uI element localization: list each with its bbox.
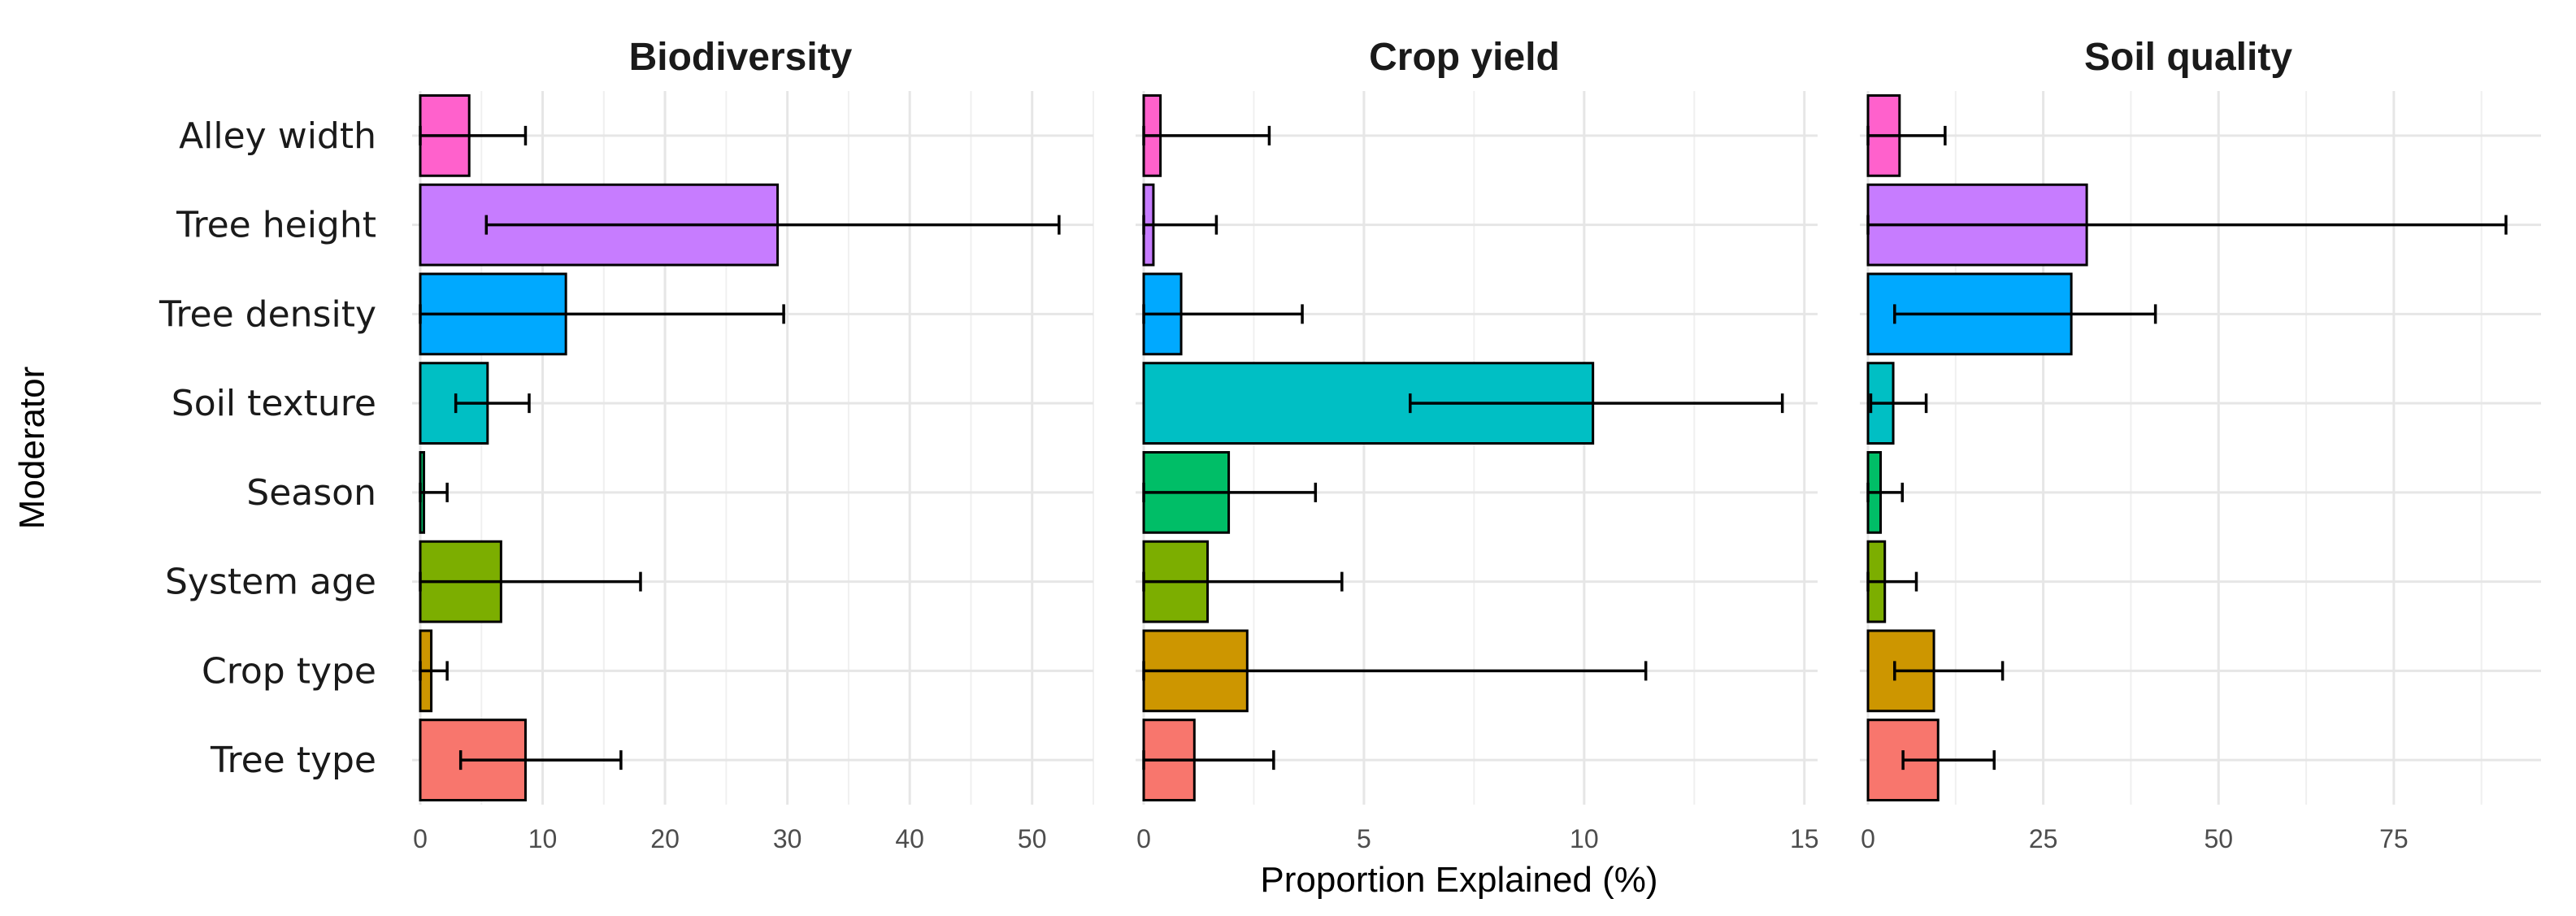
category-label-crop-type: Crop type [202, 650, 376, 692]
biodiversity-tick-label: 40 [895, 824, 924, 853]
biodiversity-tick-label: 30 [773, 824, 802, 853]
category-label-system-age: System age [165, 562, 376, 603]
soil-quality-errorbar-season [1866, 482, 1905, 502]
soil-quality-errorbar-tree-density [1893, 304, 2157, 324]
soil-quality-errorbar-soil-texture [1869, 393, 1928, 414]
soil-quality-errorbar-tree-height [1866, 215, 2508, 235]
soil-quality-errorbar-system-age [1866, 571, 1918, 592]
crop-yield-tick-label: 10 [1570, 824, 1599, 853]
soil-quality-errorbar-tree-type [1901, 750, 1996, 771]
biodiversity-errorbar-season [419, 482, 449, 502]
biodiversity-panel-title: Biodiversity [629, 36, 853, 79]
soil-quality-tick-label: 75 [2379, 824, 2409, 853]
category-label-tree-density: Tree density [159, 293, 376, 335]
category-label-tree-type: Tree type [210, 740, 376, 781]
soil-quality-panel-title: Soil quality [2084, 36, 2292, 79]
crop-yield-tick-label: 0 [1136, 824, 1151, 853]
crop-yield-errorbar-season [1142, 482, 1318, 502]
biodiversity-errorbar-crop-type [419, 661, 449, 681]
soil-quality-errorbar-alley-width [1866, 125, 1947, 145]
biodiversity-errorbar-tree-type [458, 750, 623, 771]
category-label-season: Season [246, 472, 376, 514]
soil-quality-tick-label: 0 [1861, 824, 1875, 853]
crop-yield-errorbar-tree-height [1142, 215, 1218, 235]
crop-yield-errorbar-crop-type [1142, 661, 1648, 681]
soil-quality-errorbar-crop-type [1893, 661, 2005, 681]
category-label-soil-texture: Soil texture [172, 383, 376, 424]
biodiversity-errorbar-system-age [419, 571, 642, 592]
y-axis-title: Moderator [12, 367, 52, 530]
crop-yield-errorbar-tree-type [1142, 750, 1275, 771]
crop-yield-errorbar-tree-density [1142, 304, 1304, 324]
x-axis-title: Proportion Explained (%) [1260, 860, 1657, 900]
crop-yield-tick-label: 5 [1357, 824, 1371, 853]
biodiversity-tick-label: 50 [1018, 824, 1047, 853]
biodiversity-tick-label: 10 [528, 824, 558, 853]
crop-yield-errorbar-alley-width [1142, 125, 1271, 145]
biodiversity-errorbar-alley-width [419, 125, 528, 145]
biodiversity-tick-label: 20 [650, 824, 680, 853]
biodiversity-tick-label: 0 [413, 824, 428, 853]
crop-yield-panel-title: Crop yield [1369, 36, 1560, 79]
biodiversity-errorbar-soil-texture [454, 393, 531, 414]
crop-yield-tick-label: 15 [1790, 824, 1819, 853]
error-layer [419, 125, 2508, 771]
biodiversity-errorbar-tree-height [484, 215, 1061, 235]
category-label-alley-width: Alley width [179, 115, 376, 157]
label-layer: Alley width Tree height Tree density Soil t… [159, 36, 2409, 853]
crop-yield-errorbar-soil-texture [1409, 393, 1784, 414]
biodiversity-errorbar-tree-density [419, 304, 785, 324]
crop-yield-errorbar-system-age [1142, 571, 1344, 592]
category-label-tree-height: Tree height [176, 205, 376, 246]
soil-quality-tick-label: 25 [2029, 824, 2058, 853]
soil-quality-tick-label: 50 [2204, 824, 2233, 853]
